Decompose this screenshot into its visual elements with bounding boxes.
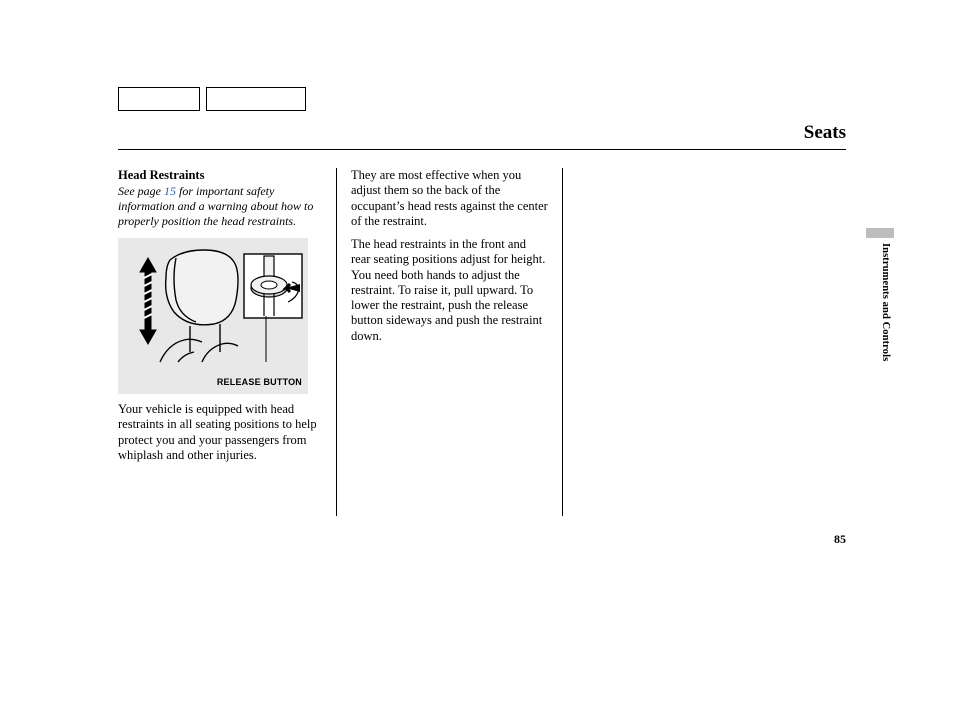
section-tab (866, 228, 894, 238)
col2-paragraph-2: The head restraints in the front and rea… (351, 237, 548, 344)
figure-caption: RELEASE BUTTON (118, 377, 302, 388)
title-rule (118, 149, 846, 150)
headrest-illustration (118, 244, 308, 368)
section-label: Instruments and Controls (880, 243, 891, 361)
headrest-figure: RELEASE BUTTON (118, 238, 308, 394)
column-2: They are most effective when you adjust … (337, 168, 563, 516)
page-number: 85 (834, 532, 846, 547)
safety-note: See page 15 for important safety informa… (118, 184, 322, 228)
ref-box-1 (118, 87, 200, 111)
note-text-pre: See page (118, 184, 164, 198)
col2-paragraph-1: They are most effective when you adjust … (351, 168, 548, 229)
manual-page: Seats Head Restraints See page 15 for im… (0, 0, 954, 710)
subheading-head-restraints: Head Restraints (118, 168, 322, 183)
page-title: Seats (804, 122, 846, 144)
column-1: Head Restraints See page 15 for importan… (118, 168, 337, 516)
top-reference-boxes (118, 87, 306, 111)
content-columns: Head Restraints See page 15 for importan… (118, 168, 763, 516)
column-3 (563, 168, 763, 516)
col1-paragraph-1: Your vehicle is equipped with head restr… (118, 402, 322, 463)
page-ref-link[interactable]: 15 (164, 184, 176, 198)
ref-box-2 (206, 87, 306, 111)
